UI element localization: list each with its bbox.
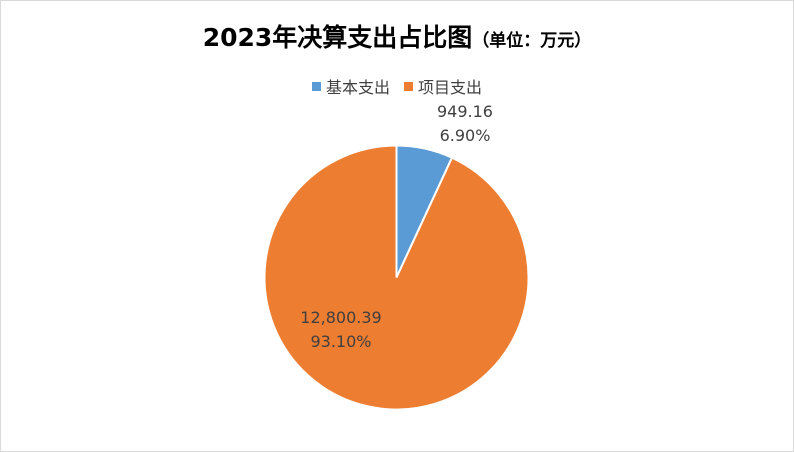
chart-title-text: 2023年决算支出占比图 [202,23,473,52]
data-label-value-basic: 949.16 [437,102,493,121]
data-label-percent-project: 93.10% [310,332,371,351]
chart-unit-label: （单位：万元） [472,31,592,51]
chart-title: 2023年决算支出占比图（单位：万元） [0,18,794,54]
data-label-percent-basic: 6.90% [440,126,491,145]
legend-label-basic: 基本支出 [325,78,390,97]
data-label-value-project: 12,800.39 [300,308,381,327]
legend-item-project: 项目支出 [404,74,482,98]
chart-legend: 基本支出 项目支出 [0,74,794,98]
legend-item-basic: 基本支出 [311,74,390,98]
legend-label-project: 项目支出 [418,78,483,97]
legend-swatch-project [404,81,413,91]
pie-slice-project [263,144,530,411]
legend-swatch-basic [311,81,321,91]
